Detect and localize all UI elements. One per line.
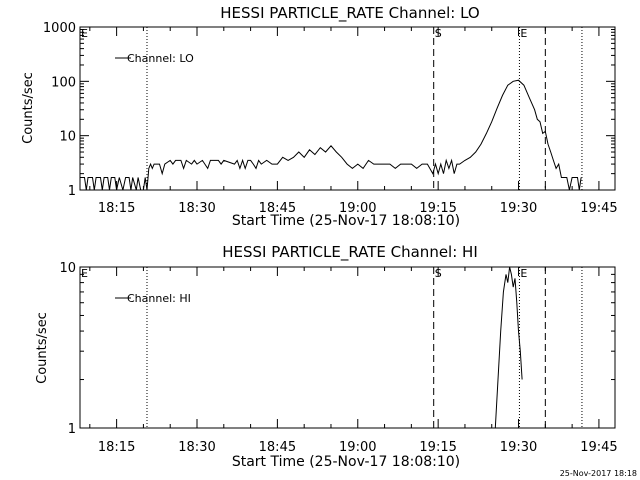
chart-title: HESSI PARTICLE_RATE Channel: LO: [220, 4, 479, 23]
y-tick-label: 100: [51, 75, 76, 90]
x-tick-label: 19:45: [580, 440, 617, 455]
event-marker-label: E: [520, 27, 527, 40]
x-axis-label: Start Time (25-Nov-17 18:08:10): [232, 213, 460, 229]
x-tick-label: 19:30: [500, 201, 537, 216]
event-marker-label: E: [520, 267, 527, 280]
y-axis-label: Counts/sec: [21, 72, 36, 144]
plot-area: 18:15 18:30 18:45 19:00 19:15 19:30 19:45 1 10 E S…: [59, 261, 617, 455]
data-series-line: [494, 266, 523, 429]
x-tick-label: 19:15: [419, 440, 456, 455]
x-axis-label: Start Time (25-Nov-17 18:08:10): [232, 454, 460, 470]
legend-label: Channel: LO: [127, 52, 194, 65]
chart-panel-lo: HESSI PARTICLE_RATE Channel: LO 18:15 18:…: [21, 4, 618, 229]
x-tick-label: 18:45: [259, 201, 296, 216]
x-tick-label: 18:30: [178, 201, 215, 216]
x-tick-label: 19:00: [339, 201, 376, 216]
x-tick-label: 19:00: [339, 440, 376, 455]
plot-area: 18:15 18:30 18:45 19:00 19:15 19:30 19:45 1 10 10…: [43, 21, 618, 216]
footer-timestamp: 25-Nov-2017 18:18: [560, 469, 637, 478]
y-tick-label: 10: [59, 130, 76, 145]
chart-title: HESSI PARTICLE_RATE Channel: HI: [222, 243, 478, 262]
y-tick-label: 1: [68, 422, 76, 437]
x-tick-label: 18:45: [259, 440, 296, 455]
x-tick-label: 19:45: [580, 201, 617, 216]
x-tick-label: 18:15: [98, 201, 135, 216]
event-marker-label: S: [435, 267, 442, 280]
event-marker-label: S: [435, 27, 442, 40]
y-axis-label: Counts/sec: [35, 312, 50, 384]
event-marker-label: E: [81, 27, 88, 40]
legend-label: Channel: HI: [127, 292, 191, 305]
x-tick-label: 18:30: [178, 440, 215, 455]
x-tick-label: 18:15: [98, 440, 135, 455]
plot-frame: [79, 266, 616, 429]
y-tick-label: 1: [68, 184, 76, 199]
event-marker-label: E: [81, 267, 88, 280]
y-tick-label: 1000: [43, 21, 76, 36]
data-series-line: [80, 79, 582, 191]
y-tick-label: 10: [59, 261, 76, 276]
chart-panel-hi: HESSI PARTICLE_RATE Channel: HI 18:15 18:…: [35, 243, 618, 470]
x-tick-label: 19:30: [500, 440, 537, 455]
x-tick-label: 19:15: [419, 201, 456, 216]
